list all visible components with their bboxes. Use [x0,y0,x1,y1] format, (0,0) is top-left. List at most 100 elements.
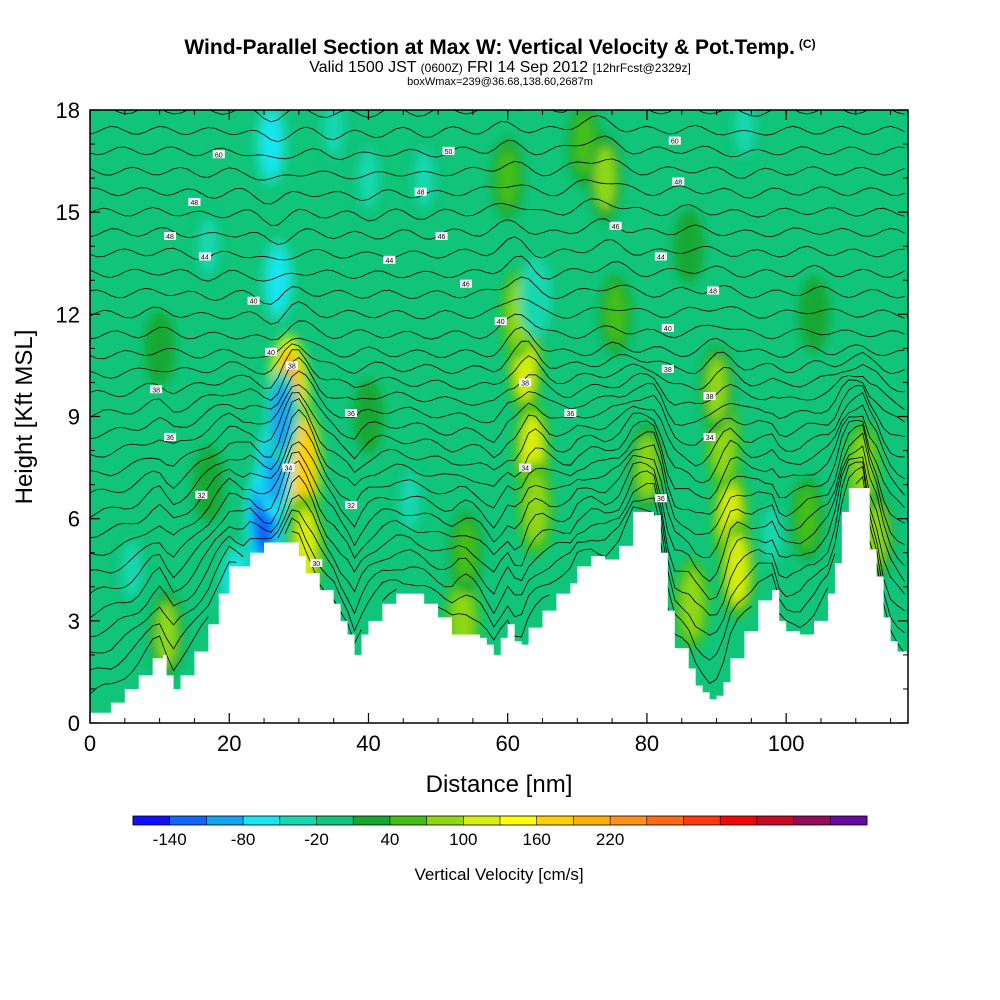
theta-label-text: 50 [445,149,453,156]
theta-contour-label: 44 [654,252,667,261]
colorbar-tick-label: 100 [449,830,477,849]
theta-contour-line [90,218,905,246]
theta-label-text: 36 [166,435,174,442]
theta-label-text: 48 [417,190,425,197]
box-info: boxWmax=239@36.68,138.60,2687m [407,76,593,88]
theta-contour-line [90,115,905,143]
theta-contour-label: 34 [519,463,532,473]
theta-label-text: 32 [197,493,205,500]
velocity-feature [358,388,379,445]
theta-contour-line [90,340,905,379]
theta-label-text: 46 [612,224,620,231]
y-tick-label: 3 [68,609,80,634]
colorbar-swatch [316,816,354,825]
theta-label-bg [703,432,716,441]
theta-contour-line [90,236,905,261]
theta-label-bg [195,490,208,499]
velocity-feature [323,110,344,156]
theta-contour-line [90,313,905,341]
theta-contour-label: 32 [195,490,208,500]
colorbar-label: Vertical Velocity [cm/s] [414,865,583,884]
theta-label-bg [609,221,622,230]
theta-contour-line [90,475,905,671]
theta-label-bg [212,150,225,159]
colorbar-swatch [353,816,391,825]
colorbar-swatch [793,816,831,825]
theta-contour-label: 32 [345,501,358,510]
theta-label-bg [519,463,532,472]
theta-contour-label: 48 [672,177,685,187]
theta-label-text: 46 [438,234,446,241]
copyright-mark: (C) [798,37,816,51]
theta-contour-label: 48 [414,187,427,197]
theta-label-text: 38 [521,380,529,387]
theta-contour-label: 50 [442,146,455,156]
forecast-tag: [12hrFcst@2329z] [592,61,691,75]
colorbar-tick-label: -80 [231,830,256,849]
theta-contour-label: 38 [150,385,163,394]
theta-label-text: 48 [709,288,717,295]
y-tick-label: 9 [68,405,80,430]
theta-label-bg [494,317,507,326]
theta-label-text: 36 [566,411,574,418]
x-axis-label: Distance [nm] [426,771,573,798]
colorbar-swatch [573,816,611,825]
theta-label-text: 60 [671,139,679,146]
theta-label-text: 48 [166,234,174,241]
velocity-feature [594,145,616,211]
velocity-feature [762,508,782,563]
velocity-feature [734,110,754,155]
colorbar-tick-label: 160 [523,830,551,849]
theta-contours [90,110,905,695]
y-tick-label: 12 [56,302,80,327]
theta-label-text: 36 [657,496,665,503]
theta-label-text: 44 [201,254,209,261]
theta-contour-line [90,158,905,181]
y-axis-label: Height [Kft MSL] [11,330,38,505]
theta-contour-line [90,276,905,305]
theta-contour-label: 40 [265,347,278,357]
theta-contour-label: 48 [707,286,720,295]
theta-label-text: 38 [706,394,714,401]
theta-contour-line [90,461,905,638]
theta-label-text: 32 [347,503,355,510]
theta-label-bg [198,252,211,261]
theta-label-text: 38 [664,367,672,374]
colorbar-swatch [756,816,795,825]
theta-contour-line [90,456,905,619]
theta-contour-label: 60 [668,136,681,146]
colorbar-swatch [610,816,648,825]
theta-contour-line [90,384,905,458]
x-tick-label: 0 [84,731,96,756]
chart-title: Wind-Parallel Section at Max W: Vertical… [0,36,1000,60]
theta-label-text: 40 [664,326,672,333]
colorbar-tick-label: -140 [153,830,187,849]
theta-label-bg [150,385,163,394]
theta-contour-label: 48 [164,232,177,241]
theta-contour-label: 60 [212,150,225,159]
velocity-feature [681,570,703,638]
theta-label-bg [564,409,577,418]
colorbar-swatch [426,816,464,825]
theta-label-bg [188,197,201,206]
colorbar-swatch [206,816,244,825]
y-tick-label: 18 [56,98,80,123]
theta-contour-label: 38 [661,364,674,374]
theta-label-text: 40 [267,350,275,357]
velocity-feature [260,112,282,176]
colorbar-swatch [389,816,428,825]
theta-label-bg [285,361,298,370]
chart-subtitle: Valid 1500 JST (0600Z) FRI 14 Sep 2012 [… [0,59,1000,77]
theta-label-bg [310,558,323,567]
colorbar-swatch [500,816,538,825]
velocity-feature [804,286,824,343]
colorbar-swatch [683,816,721,825]
theta-contour-line [90,198,905,226]
x-axis: 0 20 40 60 80 100 [84,110,892,756]
theta-contour-label: 36 [164,432,177,442]
theta-label-bg [668,136,681,145]
theta-label-bg [345,409,358,418]
x-tick-label: 60 [495,731,519,756]
theta-contour-line [90,398,905,494]
